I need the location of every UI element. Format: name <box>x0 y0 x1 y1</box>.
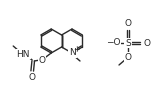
Text: HN: HN <box>16 49 30 59</box>
Text: N: N <box>69 48 76 57</box>
Text: −O: −O <box>106 38 120 46</box>
Text: O: O <box>124 53 131 62</box>
Text: +: + <box>73 45 80 54</box>
Text: O: O <box>39 55 46 64</box>
Text: O: O <box>124 19 131 28</box>
Text: O: O <box>143 39 150 48</box>
Text: O: O <box>29 73 36 82</box>
Text: S: S <box>125 39 131 48</box>
